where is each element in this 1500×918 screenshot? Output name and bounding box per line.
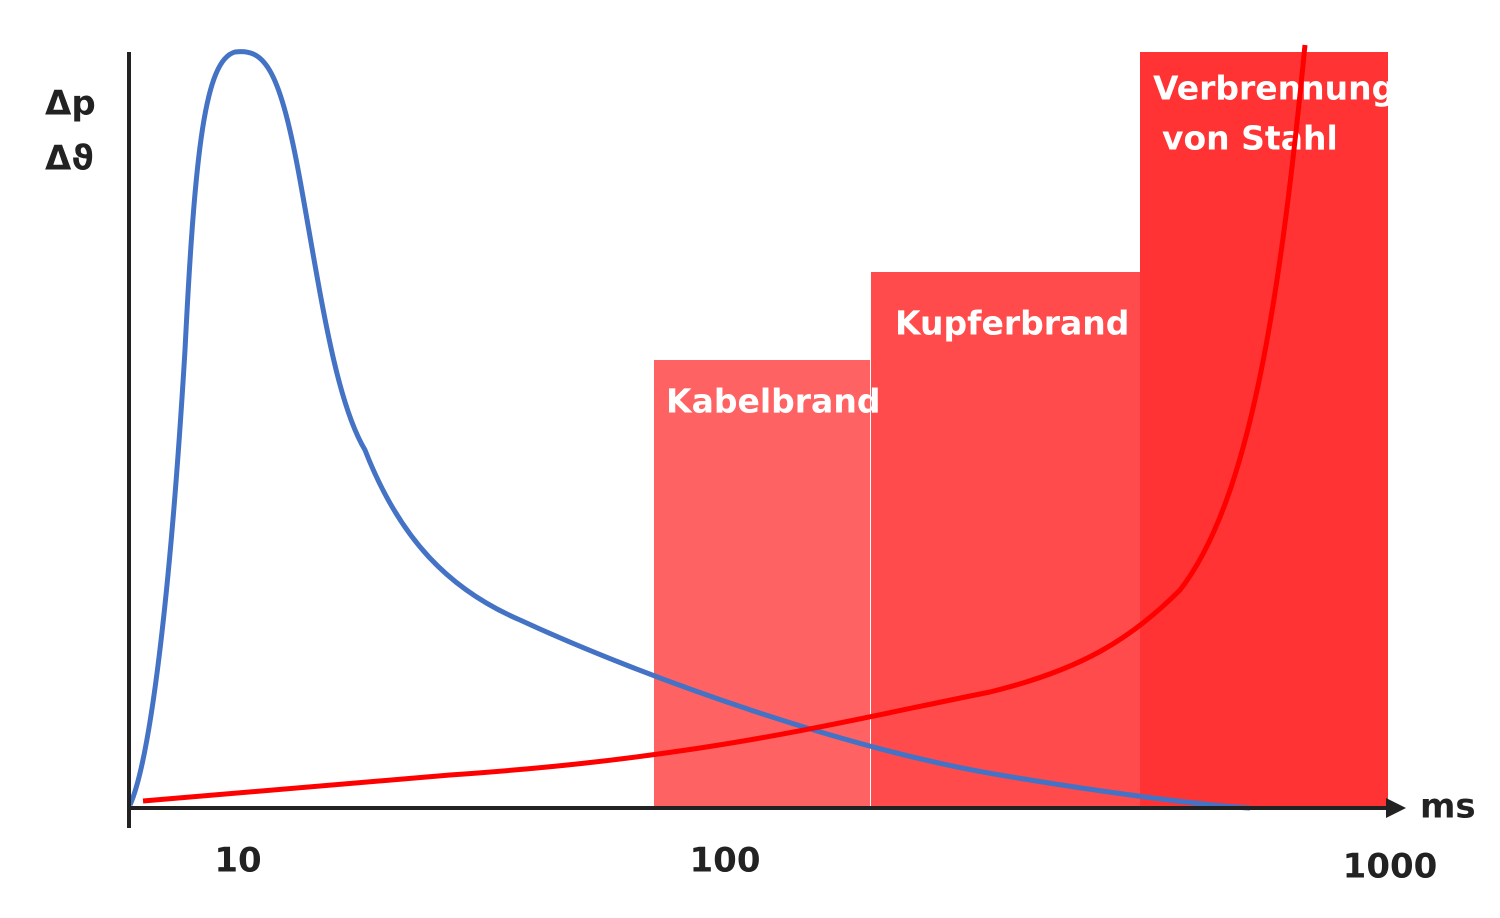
- zone-kabelbrand: [654, 360, 870, 808]
- temperature-curve: [142, 44, 1308, 804]
- zone-label: Verbrennung: [1153, 69, 1395, 108]
- x-tick-label: 1000: [1343, 847, 1438, 887]
- x-tick-label: 100: [690, 841, 761, 881]
- pressure-curve: [127, 49, 1251, 811]
- y-label: Δp: [45, 84, 96, 124]
- zone-label: von Stahl: [1162, 119, 1338, 158]
- x-tick-label: 10: [214, 841, 261, 881]
- x-unit: ms: [1420, 787, 1476, 827]
- zone-kupferbrand: [871, 272, 1140, 808]
- zone-stahl: [1140, 52, 1388, 808]
- zone-label: Kabelbrand: [666, 382, 880, 421]
- zone-label: Kupferbrand: [895, 304, 1129, 343]
- y-label: Δϑ: [45, 139, 94, 179]
- x-axis-arrow: [1386, 798, 1406, 818]
